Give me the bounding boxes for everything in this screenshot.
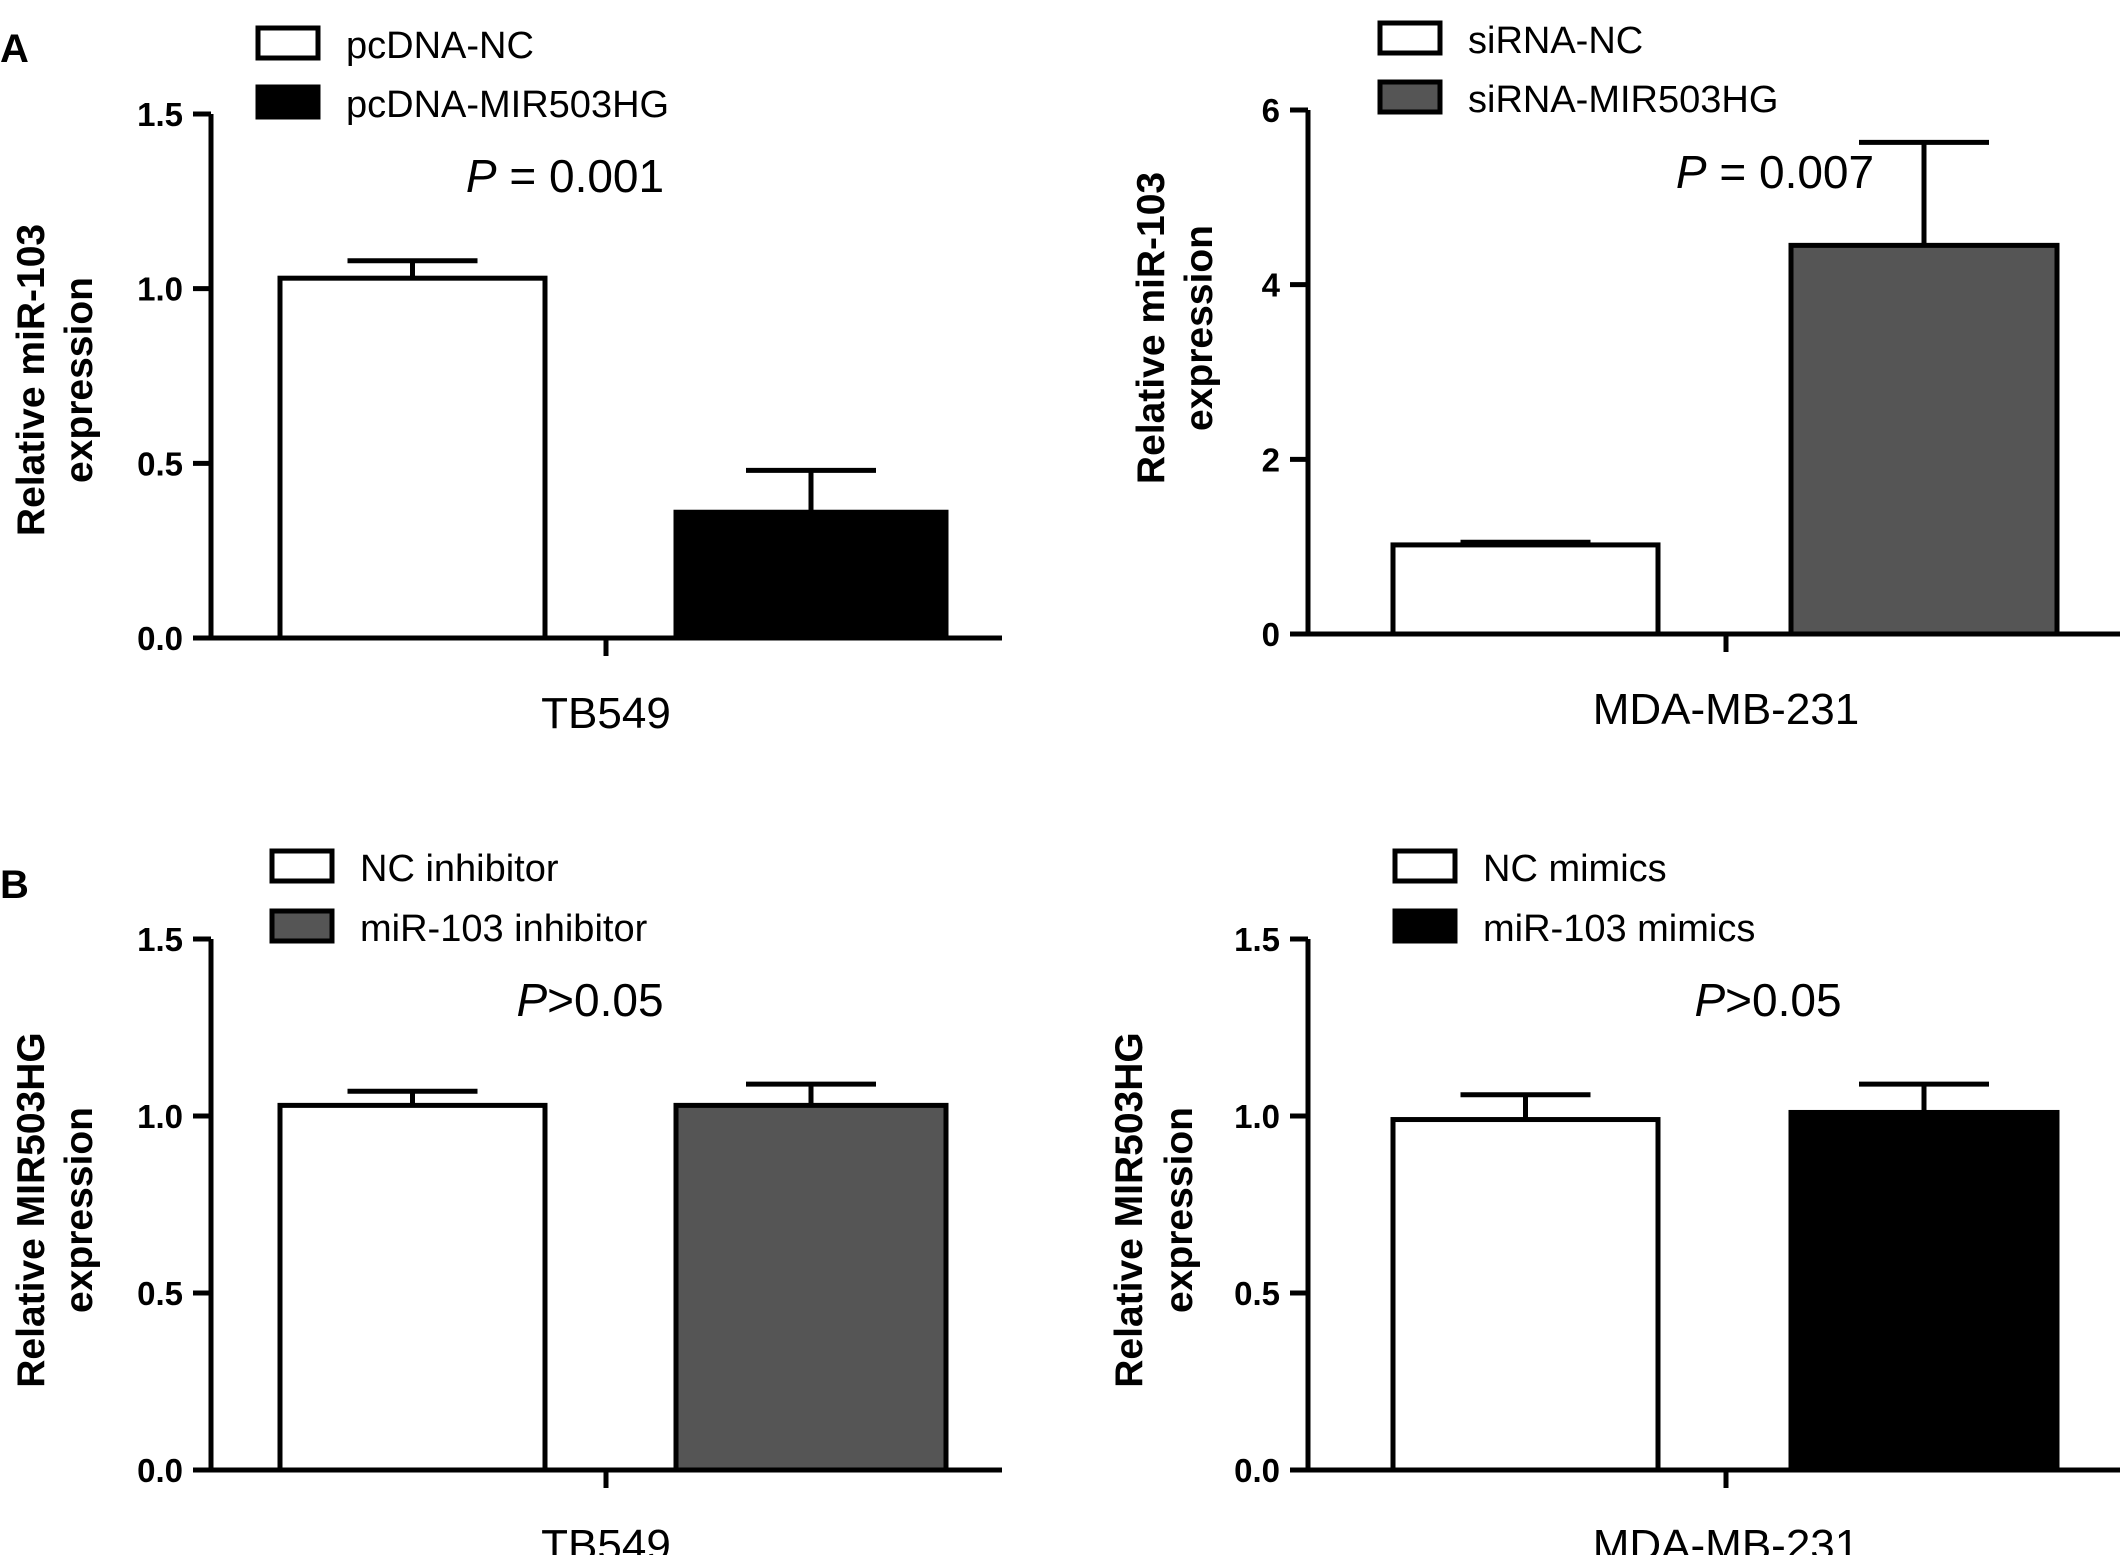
x-axis-label: TB549	[541, 689, 671, 738]
bar	[1390, 1117, 1661, 1473]
bar	[673, 509, 949, 641]
x-axis-label: MDA-MB-231	[1593, 1521, 1860, 1555]
bar	[277, 1102, 548, 1473]
y-tick-label: 0.0	[1234, 1452, 1280, 1489]
panel-label: A	[0, 27, 29, 71]
p-symbol: P	[1694, 974, 1725, 1026]
legend-swatch	[269, 848, 335, 884]
p-value-annotation: P = 0.007	[1676, 146, 1874, 198]
legend-item: siRNA-MIR503HG	[1377, 79, 1778, 121]
y-axis-label-line2: expression	[58, 277, 101, 483]
legend-label: siRNA-NC	[1468, 20, 1643, 62]
p-symbol: P	[1676, 146, 1707, 198]
legend-swatch	[1392, 848, 1458, 884]
legend-item: miR-103 inhibitor	[269, 908, 648, 950]
p-symbol: P	[516, 974, 547, 1026]
legend-item: siRNA-NC	[1377, 20, 1643, 62]
y-tick-label: 0.5	[1234, 1275, 1280, 1312]
legend-item: NC mimics	[1392, 848, 1667, 890]
chart-panel: 0 2 4 6 Relative miR-103 expression MDA-MB-231…	[1130, 20, 2120, 734]
y-tick-label: 1.0	[1234, 1098, 1280, 1135]
legend-label: miR-103 inhibitor	[360, 908, 648, 950]
legend-label: miR-103 mimics	[1483, 908, 1755, 950]
p-value-annotation: P>0.05	[1694, 974, 1841, 1026]
y-tick-label: 2	[1262, 441, 1280, 478]
p-value-annotation: P>0.05	[516, 974, 663, 1026]
y-axis-label: Relative MIR503HG	[10, 1032, 53, 1387]
bar	[1788, 242, 2060, 637]
y-tick-label: 1.0	[137, 271, 183, 308]
y-axis-label-line2: expression	[58, 1107, 101, 1313]
legend-item: pcDNA-NC	[255, 25, 534, 67]
legend-item: pcDNA-MIR503HG	[255, 84, 669, 126]
y-axis-label: Relative miR-103	[1130, 172, 1173, 484]
y-tick-label: 0.5	[137, 1275, 183, 1312]
p-value: = 0.001	[497, 150, 665, 202]
y-axis-label: Relative miR-103	[10, 224, 53, 536]
p-value: >0.05	[547, 974, 663, 1026]
panel-label: B	[0, 863, 29, 907]
chart-panel: B 0.0 0.5 1.0 1.5 Relative MIR503HG expression…	[0, 848, 1002, 1555]
legend-swatch	[1377, 20, 1443, 56]
p-value: = 0.007	[1707, 146, 1875, 198]
y-axis-label-line2: expression	[1178, 225, 1221, 431]
legend-swatch	[1392, 908, 1458, 944]
x-axis-label: MDA-MB-231	[1593, 685, 1860, 734]
legend-swatch	[269, 908, 335, 944]
y-tick-label: 0.0	[137, 1452, 183, 1489]
bar	[1390, 542, 1661, 637]
y-axis-label: Relative MIR503HG	[1108, 1032, 1151, 1387]
legend-label: siRNA-MIR503HG	[1468, 79, 1778, 121]
y-tick-label: 6	[1262, 92, 1280, 129]
y-tick-label: 0.0	[137, 620, 183, 657]
chart-panel: 0.0 0.5 1.0 1.5 Relative MIR503HG expression M…	[1108, 848, 2120, 1555]
legend-item: NC inhibitor	[269, 848, 559, 890]
legend-swatch	[255, 25, 321, 61]
legend-label: pcDNA-MIR503HG	[346, 84, 669, 126]
y-tick-label: 0	[1262, 616, 1280, 653]
x-axis-label: TB549	[541, 1521, 671, 1555]
bar	[277, 275, 548, 641]
legend-swatch	[255, 84, 321, 120]
bar	[1788, 1109, 2060, 1473]
bar	[673, 1102, 949, 1473]
y-tick-label: 1.5	[137, 921, 183, 958]
legend-label: NC mimics	[1483, 848, 1667, 890]
y-tick-label: 1.0	[137, 1098, 183, 1135]
y-tick-label: 1.5	[137, 96, 183, 133]
legend-label: NC inhibitor	[360, 848, 559, 890]
p-symbol: P	[466, 150, 497, 202]
legend-item: miR-103 mimics	[1392, 908, 1755, 950]
y-tick-label: 4	[1262, 267, 1281, 304]
y-axis-label-line2: expression	[1158, 1107, 1201, 1313]
legend-swatch	[1377, 79, 1443, 115]
y-tick-label: 0.5	[137, 445, 183, 482]
legend-label: pcDNA-NC	[346, 25, 534, 67]
p-value: >0.05	[1725, 974, 1841, 1026]
y-tick-label: 1.5	[1234, 921, 1280, 958]
p-value-annotation: P = 0.001	[466, 150, 664, 202]
chart-panel: A 0.0 0.5 1.0 1.5 Relative miR-103 expression T…	[0, 25, 1002, 738]
